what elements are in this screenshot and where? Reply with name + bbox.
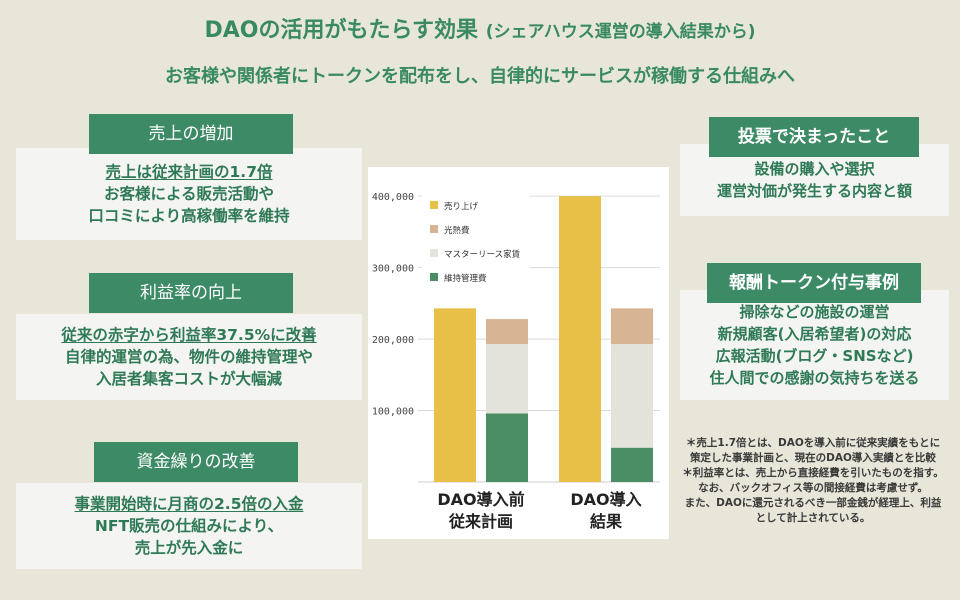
y-tick-label: 400,000 [372,192,414,203]
y-tick-label: 100,000 [372,407,414,418]
footnote-2: ＊利益率とは、売上から直接経費を引いたものを指す。なお、バックオフィス等の間接経… [682,467,944,494]
footnote-3: また、DAOに還元されるべき一部金銭が経理上、利益として計上されている。 [684,497,942,524]
profit-text-2: 入居者集客コストが大幅減 [95,370,282,388]
sales-highlight: 売上は従来計画の1.7倍 [105,163,273,181]
legend-label: マスターリース家賃 [444,249,521,260]
y-tick-label: 300,000 [372,264,414,275]
sales-text-2: 口コミにより高稼働率を維持 [88,207,290,225]
cost-sales-chart: 400,000 300,000 200,000 100,000 DAO導入前 従来計画 DA… [368,167,669,539]
reward-text-4: 住人間での感謝の気持ちを送る [709,369,920,387]
profit-text-1: 自律的運営の為、物件の維持管理や [64,348,313,366]
profit-highlight: 従来の赤字から利益率37.5%に改善 [61,326,317,344]
title-main: DAOの活用がもたらす効果 [204,18,479,43]
reward-card: 掃除などの施設の運営 新規顧客(入居希望者)の対応 広報活動(ブログ・SNSなど… [680,290,949,400]
reward-heading: 報酬トークン付与事例 [707,263,921,303]
bar-cost-segment [486,319,528,345]
legend-label: 維持管理費 [444,273,487,284]
legend-label: 売り上げ [444,201,479,212]
reward-text-2: 新規顧客(入居希望者)の対応 [717,325,912,343]
legend-swatch [430,201,438,209]
title-paren: (シェアハウス運営の導入結果から) [485,22,756,42]
profit-card: 従来の赤字から利益率37.5%に改善 自律的運営の為、物件の維持管理や 入居者集… [16,314,362,400]
bar-cost-segment [611,447,653,482]
legend-box [422,195,530,295]
legend-swatch [430,249,438,257]
sales-heading: 売上の増加 [89,114,293,154]
bar-cost-segment [486,344,528,414]
reward-text-3: 広報活動(ブログ・SNSなど) [715,347,914,365]
vote-text-1: 設備の購入や選択 [754,160,875,178]
bar-sales [434,308,476,482]
bar-cost-segment [611,308,653,345]
cash-highlight: 事業開始時に月商の2.5倍の入金 [74,495,304,513]
profit-heading: 利益率の向上 [89,273,293,313]
vote-text-2: 運営対価が発生する内容と額 [716,182,912,200]
cash-card: 事業開始時に月商の2.5倍の入金 NFT販売の仕組みにより、 売上が先入金に [16,483,362,569]
x-category-label: 結果 [590,512,622,531]
x-category-label: 従来計画 [448,512,513,531]
bar-cost-segment [486,413,528,482]
page-subtitle: お客様や関係者にトークンを配布をし、自律的にサービスが稼働する仕組みへ [165,66,795,87]
sales-card: 売上は従来計画の1.7倍 お客様による販売活動や 口コミにより高稼働率を維持 [16,148,362,240]
x-category-label: DAO導入 [570,490,641,509]
vote-heading: 投票で決まったこと [709,117,919,157]
x-category-label: DAO導入前 [437,490,524,509]
footnote-1: ＊売上1.7倍とは、DAOを導入前に従来実績をもとに策定した事業計画と、現在のD… [685,437,941,464]
bar-sales [559,196,601,482]
legend-swatch [430,225,438,233]
cash-text-2: 売上が先入金に [134,539,244,557]
cash-text-1: NFT販売の仕組みにより、 [94,517,284,535]
legend-label: 光熱費 [444,225,470,236]
footnotes: ＊売上1.7倍とは、DAOを導入前に従来実績をもとに策定した事業計画と、現在のD… [682,436,944,526]
page-title: DAOの活用がもたらす効果 (シェアハウス運営の導入結果から) [0,12,960,44]
sales-text-1: お客様による販売活動や [103,185,275,203]
cash-heading: 資金繰りの改善 [94,442,298,482]
reward-text-1: 掃除などの施設の運営 [739,303,890,321]
legend-swatch [430,273,438,281]
y-tick-label: 200,000 [372,335,414,346]
bar-cost-segment [611,344,653,448]
